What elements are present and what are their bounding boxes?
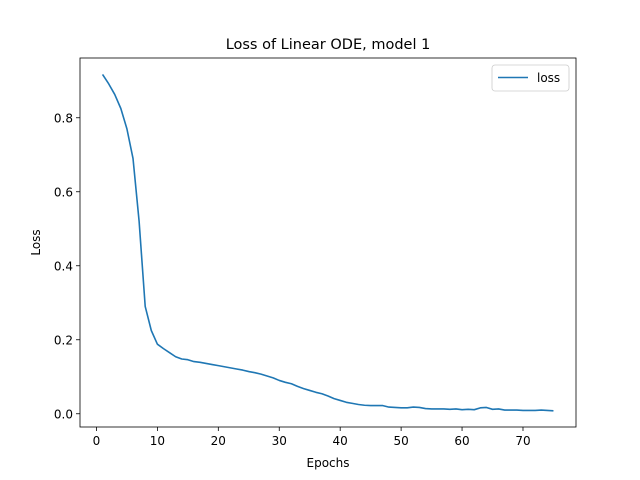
series-layer xyxy=(101,74,554,412)
plot-area xyxy=(80,58,576,427)
chart-title: Loss of Linear ODE, model 1 xyxy=(226,37,431,53)
x-axis-ticks: 0 10 20 30 40 50 60 70 xyxy=(93,427,531,448)
legend-box xyxy=(491,64,570,92)
y-axis-label: Loss xyxy=(29,229,43,255)
y-tick-label: 0.2 xyxy=(54,333,73,347)
x-tick-label: 60 xyxy=(454,434,469,448)
x-tick-label: 40 xyxy=(333,434,348,448)
y-tick-label: 0.6 xyxy=(54,185,73,199)
legend: loss xyxy=(491,64,570,92)
legend-label-loss: loss xyxy=(537,71,560,85)
x-tick-label: 50 xyxy=(393,434,408,448)
x-axis-label: Epochs xyxy=(307,456,350,470)
x-tick-label: 70 xyxy=(515,434,530,448)
y-tick-label: 0.0 xyxy=(54,407,73,421)
y-tick-label: 0.8 xyxy=(54,111,73,125)
x-tick-label: 30 xyxy=(272,434,287,448)
series-line-loss xyxy=(101,74,554,412)
y-tick-label: 0.4 xyxy=(54,259,73,273)
plot-frame xyxy=(79,57,577,428)
y-axis-ticks: 0.0 0.2 0.4 0.6 0.8 xyxy=(54,111,80,421)
x-tick-label: 0 xyxy=(93,434,101,448)
x-tick-label: 20 xyxy=(211,434,226,448)
x-tick-label: 10 xyxy=(150,434,165,448)
